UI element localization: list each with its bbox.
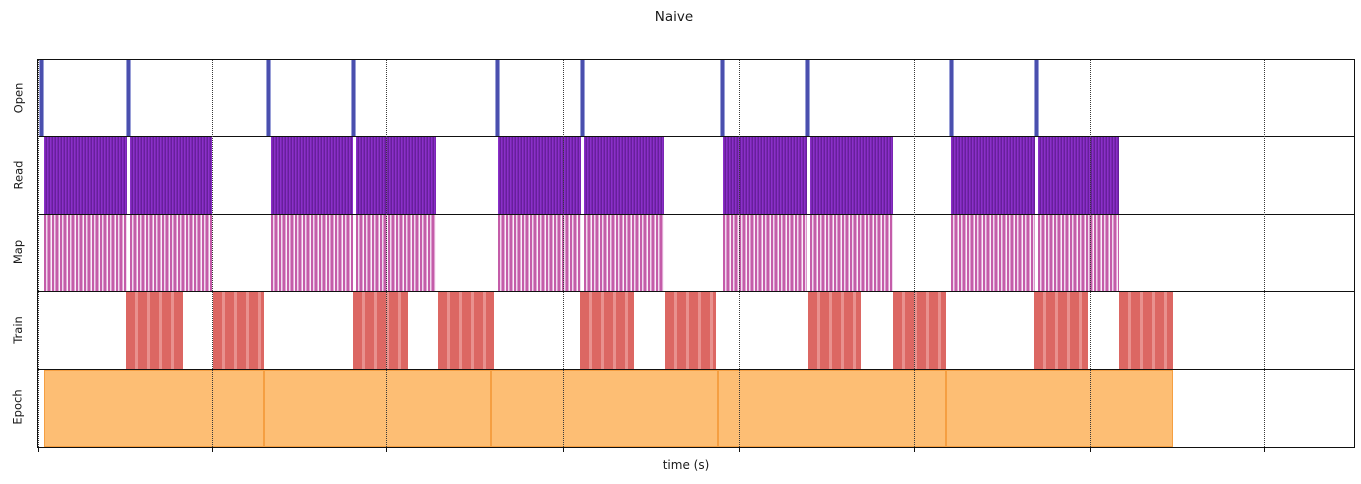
read-interval-bar <box>355 137 436 214</box>
train-interval-bar <box>1118 292 1174 369</box>
x-axis-tick <box>386 447 388 452</box>
train-interval-bar <box>1033 292 1089 369</box>
train-interval-bar <box>807 292 861 369</box>
train-interval-bar <box>580 292 634 369</box>
train-interval-bar <box>665 292 716 369</box>
map-interval-bar <box>1038 214 1119 292</box>
epoch-interval-bar <box>44 369 264 447</box>
x-axis-tick <box>563 447 565 452</box>
map-interval-bar <box>355 214 436 292</box>
open-event-marker <box>351 60 357 137</box>
epoch-interval-bar <box>490 369 718 447</box>
ylabel-open: Open <box>11 82 25 114</box>
train-interval-bar <box>353 292 409 369</box>
map-interval-bar <box>44 214 127 292</box>
map-interval-bar <box>497 214 581 292</box>
x-axis-label: time (s) <box>662 458 710 472</box>
ylabel-train: Train <box>11 316 25 344</box>
track-read <box>38 137 1354 215</box>
train-interval-bar <box>438 292 494 369</box>
x-axis-tick <box>211 447 213 452</box>
read-interval-bar <box>1038 137 1119 214</box>
ylabel-epoch: Epoch <box>11 389 25 425</box>
x-axis-ticks <box>38 447 1354 452</box>
map-interval-bar <box>129 214 212 292</box>
train-interval-bar <box>892 292 946 369</box>
map-interval-bar <box>722 214 807 292</box>
open-event-marker <box>720 60 726 137</box>
open-event-marker <box>805 60 811 137</box>
ylabel-map: Map <box>11 240 25 265</box>
read-interval-bar <box>722 137 807 214</box>
x-axis-tick <box>739 447 741 452</box>
read-interval-bar <box>44 137 127 214</box>
read-interval-bar <box>129 137 212 214</box>
read-interval-bar <box>809 137 893 214</box>
x-axis-tick <box>38 447 39 452</box>
map-interval-bar <box>270 214 354 292</box>
open-event-marker <box>125 60 131 137</box>
open-event-marker <box>948 60 954 137</box>
epoch-interval-bar <box>945 369 1174 447</box>
read-interval-bar <box>584 137 664 214</box>
train-interval-bar <box>213 292 264 369</box>
x-axis-tick <box>1090 447 1091 452</box>
open-event-marker <box>266 60 272 137</box>
train-interval-bar <box>126 292 183 369</box>
plot-area <box>37 59 1355 452</box>
y-axis-labels: Open Read Map Train Epoch <box>4 59 32 446</box>
track-epoch <box>38 369 1354 447</box>
read-interval-bar <box>951 137 1035 214</box>
open-event-marker <box>494 60 500 137</box>
read-interval-bar <box>497 137 581 214</box>
open-event-marker <box>579 60 585 137</box>
map-interval-bar <box>584 214 664 292</box>
open-event-marker <box>39 60 45 137</box>
map-interval-bar <box>809 214 893 292</box>
epoch-interval-bar <box>717 369 946 447</box>
x-axis-tick <box>914 447 916 452</box>
chart-title: Naive <box>654 9 694 25</box>
ylabel-read: Read <box>11 160 25 190</box>
epoch-interval-bar <box>263 369 491 447</box>
track-train <box>38 292 1354 370</box>
open-event-marker <box>1033 60 1039 137</box>
map-interval-bar <box>951 214 1035 292</box>
x-axis-tick <box>1263 447 1265 452</box>
track-map <box>38 214 1354 293</box>
track-open <box>38 60 1354 138</box>
read-interval-bar <box>270 137 354 214</box>
